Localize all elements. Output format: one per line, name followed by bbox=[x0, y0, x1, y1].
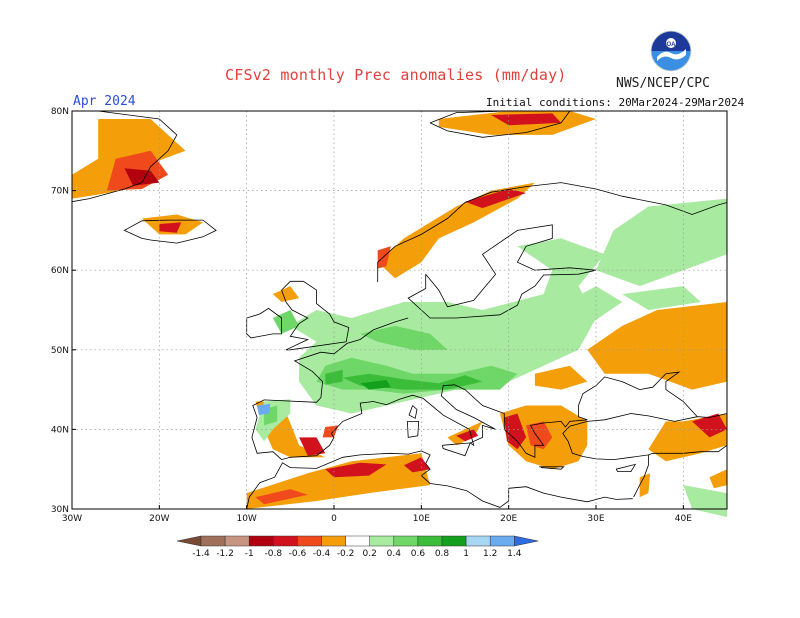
coastline-segment bbox=[71, 110, 178, 203]
lon-label-20E: 20E bbox=[500, 514, 517, 524]
lon-label-0: 0 bbox=[331, 514, 337, 524]
colorbar-swatch bbox=[224, 535, 250, 547]
colorbar-swatch bbox=[417, 535, 443, 547]
coastline-segment bbox=[251, 317, 699, 498]
anomaly-patch-dry_mid bbox=[322, 425, 339, 438]
lon-label-20W: 20W bbox=[149, 514, 169, 524]
colorbar-label: -0.6 bbox=[289, 549, 307, 559]
chart-title: CFSv2 monthly Prec anomalies (mm/day) bbox=[225, 66, 567, 84]
anomaly-patch-dry_strong bbox=[299, 437, 326, 456]
colorbar-swatch bbox=[248, 535, 274, 547]
colorbar-label: -0.8 bbox=[265, 549, 283, 559]
anomaly-patch-dry_mid bbox=[377, 246, 391, 269]
anomaly-patch-dry_strong bbox=[403, 457, 431, 473]
lat-label-50N: 50N bbox=[51, 346, 69, 356]
colorbar-label: -0.4 bbox=[313, 549, 331, 559]
anomaly-patch-dry_mid bbox=[255, 489, 308, 505]
anomaly-patch-dry_strong bbox=[325, 462, 387, 478]
noaa-logo-icon: NOAA bbox=[650, 30, 692, 72]
colorbar-label: 1.2 bbox=[483, 549, 497, 559]
lat-lon-grid bbox=[72, 111, 727, 509]
colorbar-swatch bbox=[273, 535, 298, 547]
anomaly-patch-dry_strong bbox=[692, 413, 727, 438]
anomaly-patch-dry_mid bbox=[526, 421, 553, 450]
coastline-segment bbox=[123, 219, 217, 244]
colorbar-swatch bbox=[200, 535, 226, 547]
lat-label-70N: 70N bbox=[51, 187, 69, 197]
lon-label-10W: 10W bbox=[236, 514, 256, 524]
colorbar-label: 1.4 bbox=[507, 549, 522, 559]
colorbar-label: 0.6 bbox=[411, 549, 426, 559]
colorbar-swatch bbox=[441, 535, 467, 547]
anomaly-patch-wet_extreme bbox=[360, 380, 391, 390]
colorbar-swatches bbox=[176, 535, 539, 547]
anomaly-patch-dry_light bbox=[587, 302, 727, 390]
anomaly-patch-wet_light bbox=[552, 286, 623, 326]
coastline-segment bbox=[407, 224, 597, 319]
colorbar-label: -1 bbox=[245, 549, 254, 559]
coastline-segment bbox=[615, 463, 637, 472]
colorbar-labels: -1.4 -1.2 -1 -0.8 -0.6 -0.4 -0.2 0.2 0.4 0.6 0.8 1 1… bbox=[192, 549, 522, 559]
coastline-segment bbox=[281, 280, 350, 351]
lon-label-30E: 30E bbox=[587, 514, 604, 524]
initial-conditions-label: Initial conditions: 20Mar2024-29Mar2024 bbox=[486, 96, 745, 109]
coastline-segment bbox=[407, 421, 420, 438]
latitude-labels: 80N 70N 60N 50N 40N 30N bbox=[51, 107, 76, 515]
longitude-labels: 30W 20W 10W 0 10E 20E 30E 40E bbox=[62, 505, 692, 524]
coastline-segment bbox=[246, 450, 633, 510]
colorbar-label: 0.2 bbox=[363, 549, 377, 559]
colorbar-swatch bbox=[369, 535, 395, 547]
agency-label: NWS/NCEP/CPC bbox=[616, 76, 710, 91]
colorbar-swatch bbox=[465, 535, 491, 547]
colorbar-swatch-low-end bbox=[176, 535, 202, 547]
anomaly-patch-dry_light bbox=[377, 182, 535, 279]
valid-month-label: Apr 2024 bbox=[73, 94, 136, 109]
coastline-segment bbox=[697, 413, 728, 418]
lat-label-30N: 30N bbox=[51, 505, 69, 515]
colorbar-label: -1.2 bbox=[216, 549, 234, 559]
anomaly-patch-dry_strong bbox=[159, 222, 182, 233]
anomaly-patch-dry_light bbox=[534, 365, 588, 390]
lon-label-40E: 40E bbox=[675, 514, 692, 524]
coastline-segment bbox=[429, 110, 571, 138]
colorbar-label: -1.4 bbox=[192, 549, 210, 559]
anomaly-patch-dry_strong bbox=[465, 189, 527, 209]
map-frame bbox=[71, 110, 728, 510]
anomaly-patch-wet_light bbox=[596, 198, 727, 287]
colorbar-label: 0.4 bbox=[387, 549, 402, 559]
lat-label-60N: 60N bbox=[51, 266, 69, 276]
colorbar-swatch-high-end bbox=[514, 535, 539, 547]
lon-label-30W: 30W bbox=[62, 514, 82, 524]
colorbar-label: 1 bbox=[463, 549, 469, 559]
anomaly-patch-dry_light bbox=[709, 469, 727, 489]
anomaly-patches bbox=[72, 111, 727, 517]
anomaly-patch-wet_light bbox=[622, 286, 701, 310]
anomaly-patch-dry_extreme bbox=[124, 168, 160, 186]
colorbar-swatch bbox=[489, 535, 515, 547]
anomaly-patch-dry_light bbox=[272, 286, 300, 302]
anomaly-patch-dry_strong bbox=[456, 429, 479, 442]
anomaly-patch-dry_strong bbox=[504, 413, 527, 450]
anomaly-patch-very_wet bbox=[257, 403, 271, 416]
colorbar-swatch bbox=[393, 535, 419, 547]
colorbar-label: -0.2 bbox=[337, 549, 355, 559]
lon-label-10E: 10E bbox=[413, 514, 430, 524]
noaa-logo-text: NOAA bbox=[662, 42, 680, 48]
coastline-segment bbox=[539, 466, 565, 470]
anomaly-patch-dry_light bbox=[639, 473, 651, 498]
colorbar-swatch bbox=[345, 535, 370, 547]
lat-label-80N: 80N bbox=[51, 107, 69, 117]
colorbar-swatch bbox=[297, 535, 322, 547]
lat-label-40N: 40N bbox=[51, 425, 69, 435]
coastline-segment bbox=[408, 405, 418, 419]
anomaly-patch-wet_mid bbox=[360, 325, 448, 350]
colorbar-swatch bbox=[321, 535, 346, 547]
coastline-segment bbox=[441, 442, 471, 457]
colorbar-label: 0.8 bbox=[435, 549, 450, 559]
